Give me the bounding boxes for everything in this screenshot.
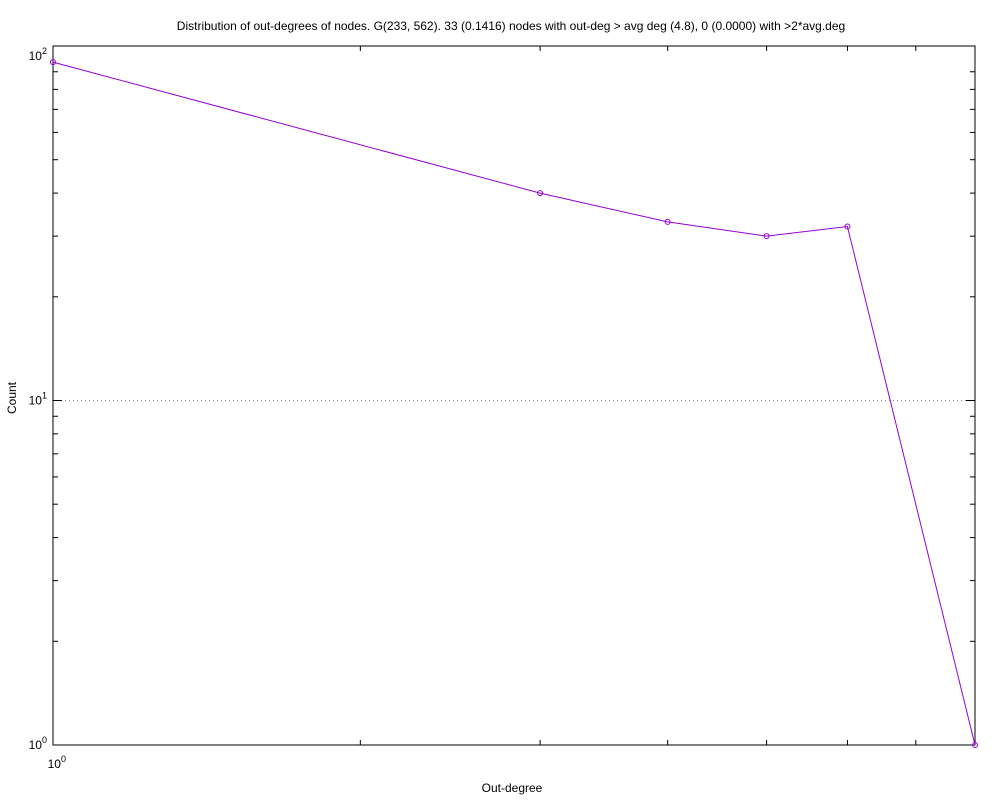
y-axis-label: Count — [5, 381, 19, 414]
data-point — [763, 233, 770, 240]
series-line — [52, 61, 976, 746]
series-layer — [50, 59, 978, 748]
ticks-layer — [53, 46, 976, 746]
data-point — [972, 742, 978, 748]
x-axis-label: Out-degree — [482, 781, 543, 795]
chart-title: Distribution of out-degrees of nodes. G(… — [177, 19, 845, 33]
data-point — [50, 59, 56, 66]
x-tick-label: 100 — [48, 754, 66, 771]
y-tick-label: 100 — [29, 735, 47, 752]
y-tick-label: 101 — [29, 391, 47, 408]
data-point — [664, 218, 671, 225]
plot-frame — [52, 45, 976, 746]
y-tick-label: 102 — [29, 46, 47, 63]
data-point — [537, 190, 544, 197]
data-point — [844, 223, 851, 230]
